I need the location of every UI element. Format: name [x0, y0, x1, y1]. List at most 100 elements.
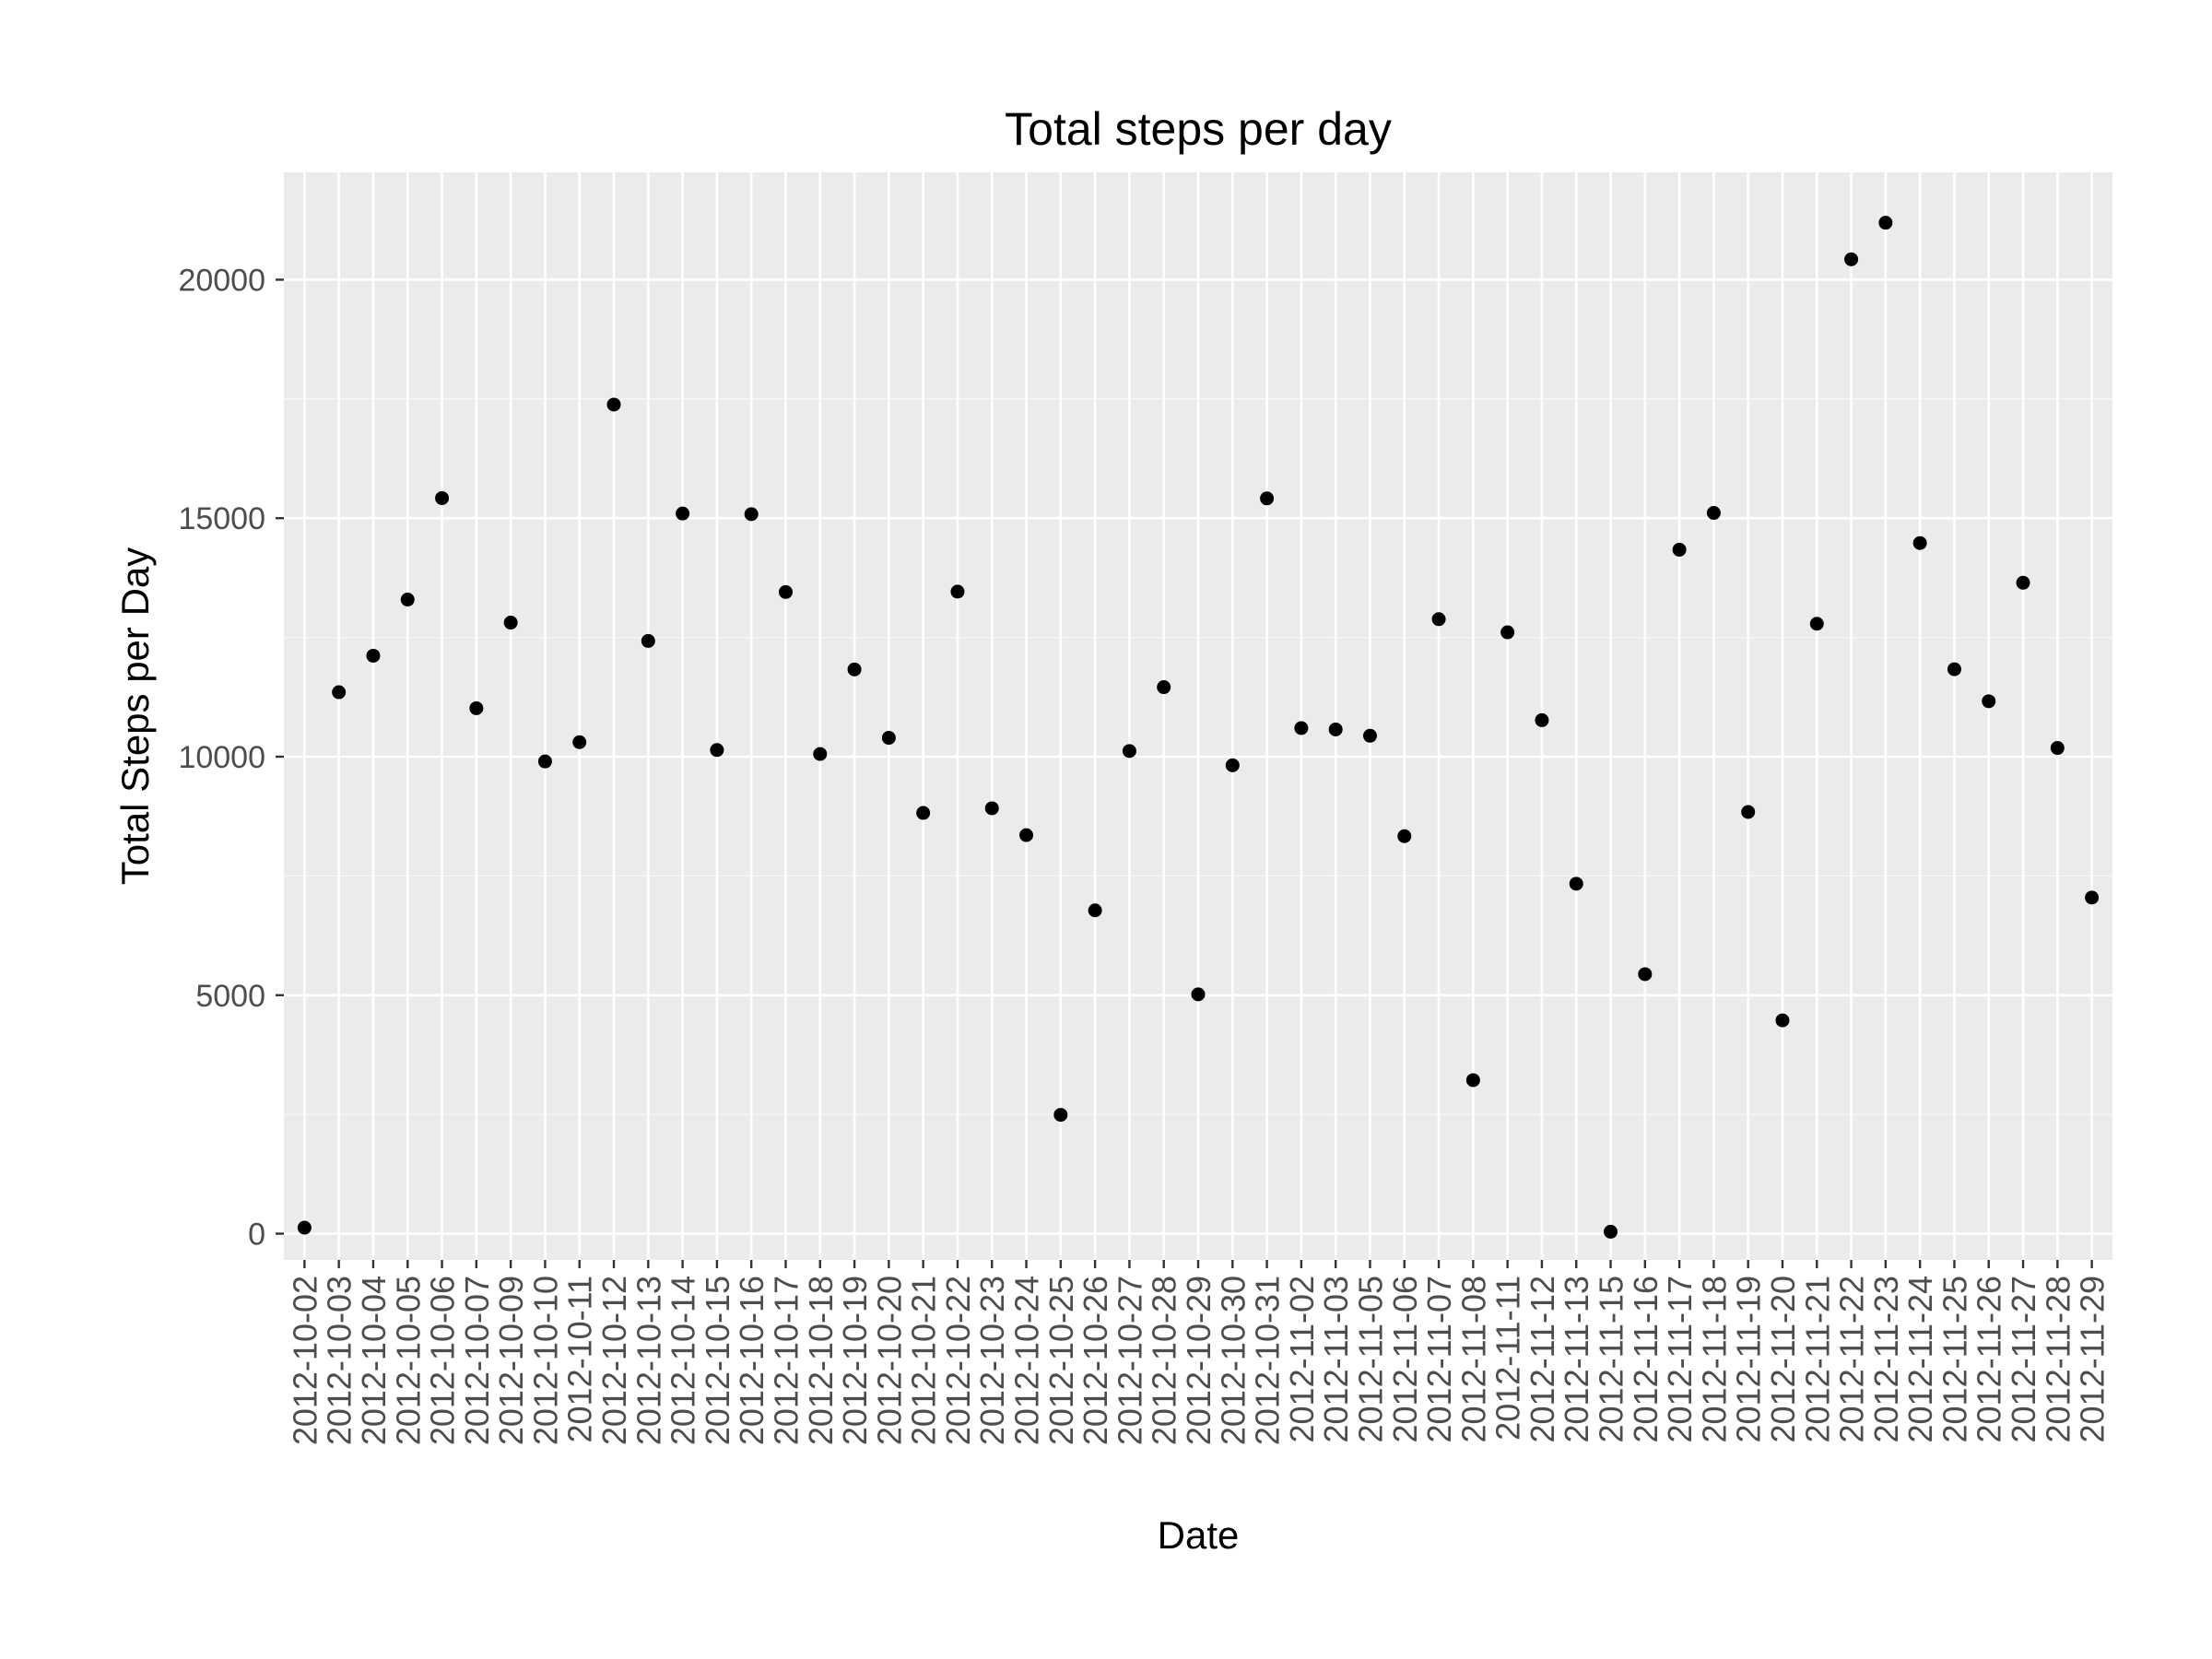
x-tick-label: 2012-11-08 — [1454, 1276, 1492, 1442]
x-tick-label: 2012-10-10 — [526, 1276, 564, 1445]
data-point — [1535, 712, 1549, 727]
x-tick-label: 2012-10-04 — [355, 1276, 393, 1445]
data-point — [1982, 694, 1996, 709]
x-tick-label: 2012-11-02 — [1283, 1276, 1321, 1442]
x-tick-label: 2012-10-29 — [1180, 1276, 1218, 1445]
data-point — [332, 685, 347, 700]
data-point — [676, 506, 690, 521]
data-point — [1088, 903, 1102, 918]
data-point — [984, 801, 999, 816]
y-tick-label: 0 — [248, 1218, 265, 1253]
data-point — [1465, 1073, 1480, 1088]
x-tick-label: 2012-11-07 — [1420, 1276, 1458, 1442]
data-point — [1844, 252, 1859, 266]
data-point — [1260, 491, 1275, 506]
y-tick-label: 5000 — [195, 979, 265, 1014]
data-point — [641, 633, 655, 648]
data-point — [1500, 625, 1515, 640]
x-tick-label: 2012-11-20 — [1764, 1276, 1802, 1442]
x-tick-label: 2012-10-24 — [1008, 1276, 1046, 1445]
data-point — [847, 662, 862, 677]
y-tick-label: 15000 — [178, 501, 265, 536]
y-axis-title: Total Steps per Day — [113, 547, 157, 886]
data-point — [1328, 722, 1343, 736]
x-tick-label: 2012-11-22 — [1833, 1276, 1871, 1442]
data-point — [1294, 721, 1309, 735]
x-tick-label: 2012-11-17 — [1661, 1276, 1699, 1442]
data-point — [1741, 805, 1756, 819]
x-tick-label: 2012-10-11 — [561, 1276, 599, 1442]
x-axis-title: Date — [1158, 1513, 1240, 1557]
x-tick-label: 2012-10-16 — [733, 1276, 771, 1445]
x-tick-label: 2012-11-15 — [1593, 1276, 1630, 1442]
data-point — [1912, 535, 1927, 550]
data-point — [1775, 1013, 1790, 1028]
data-point — [778, 584, 793, 599]
data-point — [2016, 575, 2030, 590]
x-tick-label: 2012-10-09 — [492, 1276, 530, 1445]
x-tick-label: 2012-10-21 — [905, 1276, 943, 1445]
x-tick-label: 2012-10-27 — [1111, 1276, 1148, 1445]
x-tick-label: 2012-10-07 — [458, 1276, 496, 1445]
x-tick-label: 2012-11-28 — [2039, 1276, 2077, 1442]
data-point — [1225, 758, 1240, 772]
x-tick-label: 2012-11-21 — [1798, 1276, 1836, 1442]
x-tick-label: 2012-10-28 — [1146, 1276, 1183, 1445]
data-point — [400, 593, 415, 607]
x-tick-label: 2012-10-23 — [973, 1276, 1011, 1445]
x-tick-label: 2012-11-12 — [1524, 1276, 1561, 1442]
data-point — [1053, 1108, 1068, 1123]
x-tick-label: 2012-10-18 — [802, 1276, 840, 1445]
data-point — [366, 648, 381, 663]
x-tick-label: 2012-10-15 — [699, 1276, 736, 1445]
x-tick-label: 2012-11-18 — [1695, 1276, 1733, 1442]
x-tick-label: 2012-11-25 — [1936, 1276, 1973, 1442]
data-point — [813, 747, 828, 761]
data-point — [469, 700, 484, 715]
x-tick-label: 2012-11-26 — [1971, 1276, 2008, 1442]
data-point — [1706, 506, 1721, 521]
data-point — [1947, 662, 1961, 677]
data-point — [1019, 828, 1034, 842]
x-tick-label: 2012-11-29 — [2074, 1276, 2112, 1442]
data-point — [572, 735, 587, 749]
x-tick-label: 2012-11-11 — [1489, 1276, 1527, 1441]
x-tick-label: 2012-10-22 — [939, 1276, 977, 1445]
x-tick-label: 2012-10-02 — [286, 1276, 324, 1445]
data-point — [537, 754, 552, 769]
x-tick-label: 2012-11-03 — [1317, 1276, 1355, 1442]
data-point — [1672, 542, 1687, 557]
x-tick-label: 2012-10-06 — [424, 1276, 462, 1445]
data-point — [435, 490, 450, 505]
data-point — [1191, 987, 1206, 1002]
data-point — [1878, 216, 1893, 230]
x-tick-label: 2012-10-14 — [665, 1276, 702, 1445]
x-tick-label: 2012-10-12 — [595, 1276, 633, 1445]
x-tick-label: 2012-11-27 — [2005, 1276, 2042, 1442]
data-point — [744, 507, 759, 522]
data-point — [950, 584, 965, 599]
x-tick-label: 2012-11-16 — [1627, 1276, 1665, 1442]
x-tick-label: 2012-10-26 — [1077, 1276, 1114, 1445]
data-point — [1604, 1224, 1618, 1239]
x-tick-label: 2012-10-13 — [629, 1276, 667, 1445]
x-tick-label: 2012-11-13 — [1558, 1276, 1595, 1442]
y-axis-ticks: 0 5000 10000 15000 20000 — [178, 263, 284, 1253]
x-axis-ticks: 2012-10-022012-10-032012-10-042012-10-05… — [286, 1260, 2112, 1445]
data-point — [1157, 680, 1171, 695]
data-point — [1362, 728, 1377, 743]
x-tick-label: 2012-10-25 — [1042, 1276, 1080, 1445]
x-tick-label: 2012-11-24 — [1901, 1276, 1939, 1442]
data-point — [1809, 617, 1824, 631]
y-tick-label: 10000 — [178, 740, 265, 775]
x-tick-label: 2012-10-31 — [1249, 1276, 1287, 1445]
data-points — [297, 216, 2100, 1239]
data-point — [1397, 829, 1412, 843]
x-tick-label: 2012-11-06 — [1386, 1276, 1424, 1442]
x-tick-label: 2012-10-05 — [389, 1276, 427, 1445]
chart-title: Total steps per day — [1005, 103, 1392, 155]
x-tick-label: 2012-11-05 — [1351, 1276, 1389, 1442]
data-point — [881, 731, 896, 746]
data-point — [710, 743, 724, 758]
